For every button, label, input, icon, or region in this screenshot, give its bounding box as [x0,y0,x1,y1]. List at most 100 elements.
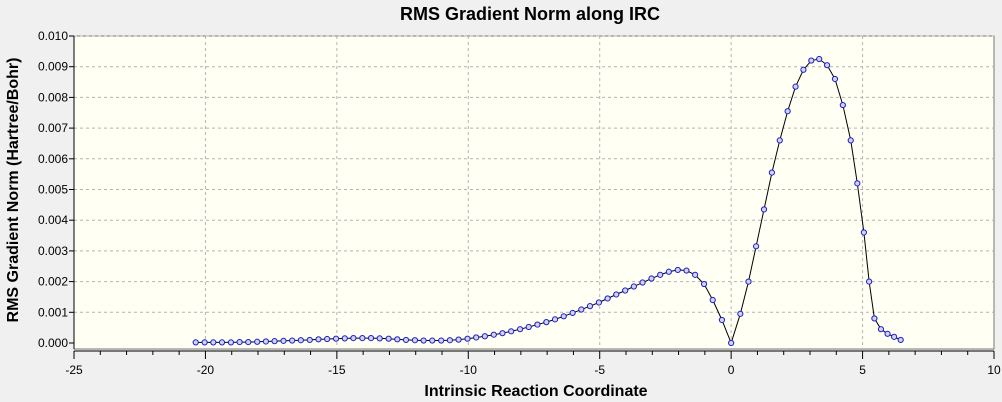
data-point [455,336,462,343]
data-point [516,326,524,333]
data-point [728,339,735,347]
x-tick-label: 5 [859,363,866,377]
data-point [760,206,768,213]
data-point [648,275,655,282]
data-point [745,278,752,285]
data-point [866,278,873,285]
data-point [438,337,445,344]
data-point [737,310,744,317]
data-point [508,328,515,335]
data-point [499,330,506,337]
data-point [464,335,471,342]
y-tick-label: 0.000 [38,336,68,350]
y-tick-label: 0.003 [38,244,68,258]
y-tick-label: 0.005 [38,183,68,197]
data-point [897,336,904,344]
data-point [569,309,576,317]
y-tick-label: 0.006 [38,152,68,166]
data-point [297,337,304,344]
data-point [192,339,199,346]
plot-area [73,35,995,350]
data-point [490,331,497,338]
data-point [604,295,611,302]
data-point [792,83,799,90]
data-point [776,137,783,144]
data-point [324,335,331,343]
data-point [245,338,252,346]
chart-title: RMS Gradient Norm along IRC [400,4,660,24]
data-point [595,299,603,306]
data-point [262,338,269,345]
x-tick-label: 0 [728,363,735,377]
data-point [784,108,791,115]
data-point [753,243,760,250]
x-tick-label: 10 [987,363,1001,377]
data-point [657,271,664,278]
y-tick-labels: 0.000 0.001 0.002 0.003 0.004 0.005 0.006 0.007… [38,29,68,350]
data-points [192,55,904,347]
data-point [332,335,340,342]
data-point [525,323,532,331]
axes [69,35,995,359]
data-point [254,338,261,345]
data-point [271,338,278,345]
y-tick-label: 0.004 [38,213,68,227]
y-tick-label: 0.008 [38,90,68,104]
data-point [800,66,807,73]
data-point [816,55,823,63]
data-point [808,57,815,64]
data-point [359,334,366,342]
data-point [622,287,629,294]
y-axis-title: RMS Gradient Norm (Hartree/Bohr) [5,58,22,323]
data-point [891,333,898,340]
data-point [376,335,383,342]
data-point [630,283,637,290]
data-point [394,336,401,343]
data-point [709,296,716,304]
data-point [586,303,594,310]
data-point [854,180,861,187]
data-point [871,315,878,322]
data-point [613,291,620,298]
grid-lines [74,35,994,349]
data-point [350,334,357,342]
data-point [700,280,708,288]
data-point [560,313,567,320]
data-point [877,326,885,333]
data-point [718,316,726,324]
data-point [534,321,541,328]
y-tick-label: 0.007 [38,121,68,135]
data-point [692,271,699,278]
data-point [639,279,646,286]
x-tick-label: -20 [197,363,215,377]
data-point [367,334,375,342]
data-point [306,336,313,344]
data-point [227,339,235,346]
data-point [236,338,243,346]
data-point [280,337,287,344]
data-point [768,169,775,176]
data-point [473,334,480,341]
x-tick-labels: -25 -20 -15 -10 -5 0 5 10 [65,363,1001,377]
y-tick-label: 0.002 [38,275,68,289]
y-tick-label: 0.001 [38,305,68,319]
data-point [315,336,322,343]
data-point [341,335,348,342]
x-tick-label: -25 [65,363,83,377]
x-axis-title: Intrinsic Reaction Coordinate [424,383,647,400]
data-point [385,335,392,342]
x-tick-label: -5 [594,363,605,377]
data-point [578,306,585,313]
data-point [839,101,846,109]
data-point [551,316,559,323]
data-point [289,337,296,344]
data-point [201,339,208,346]
data-point [674,266,681,274]
data-point [402,336,410,344]
data-point [543,319,550,326]
data-point [860,229,867,236]
y-tick-label: 0.010 [38,29,68,43]
data-point [218,339,226,346]
y-tick-label: 0.009 [38,60,68,74]
